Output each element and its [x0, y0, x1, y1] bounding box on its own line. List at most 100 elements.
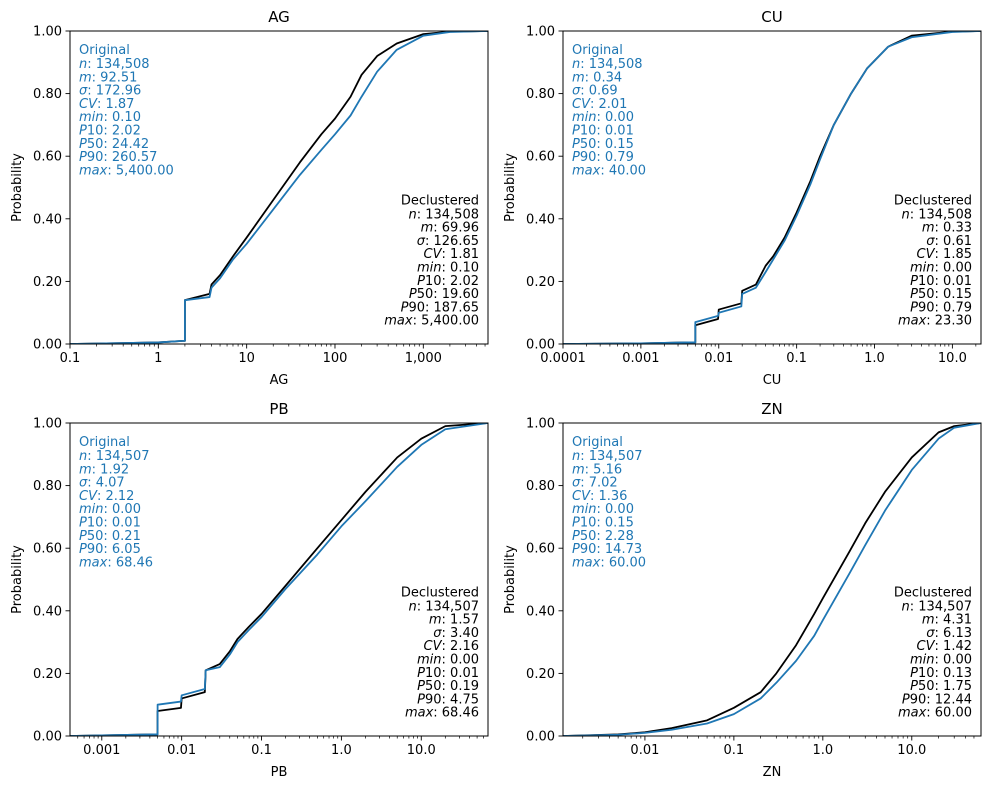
stats-original-line: max: 68.46	[79, 555, 153, 570]
stats-declustered-line: min: 0.00	[910, 261, 972, 276]
plot-frame	[562, 30, 982, 345]
series-line-declustered	[563, 423, 981, 736]
plot-frame	[69, 422, 489, 737]
stats-original-line: n: 134,507	[79, 449, 150, 464]
stats-declustered-line: n: 134,507	[901, 599, 972, 614]
stats-original-line: n: 134,508	[572, 57, 643, 72]
stats-original-line: P10: 0.15	[572, 516, 634, 531]
stats-original-line: max: 60.00	[572, 555, 646, 570]
stats-declustered-line: m: 69.96	[421, 221, 479, 236]
stats-declustered-line: P10: 2.02	[417, 274, 479, 289]
stats-original-line: P50: 0.21	[79, 529, 141, 544]
y-tick-label: 0.20	[33, 667, 62, 682]
stats-declustered-label: Declustered	[894, 585, 972, 600]
stats-original-line: P90: 0.79	[572, 150, 634, 165]
y-tick-label: 0.00	[33, 338, 62, 353]
x-axis-label: ZN	[763, 765, 782, 780]
plot-frame	[562, 422, 982, 737]
stats-declustered-line: P10: 0.01	[417, 666, 479, 681]
stats-declustered-line: P90: 4.75	[417, 692, 479, 707]
stats-declustered-line: CV: 2.16	[424, 639, 479, 654]
stats-declustered-line: P90: 0.79	[910, 300, 972, 315]
x-tick-label: 1.0	[331, 743, 352, 758]
stats-original-line: CV: 1.36	[572, 489, 627, 504]
y-tick-label: 0.40	[33, 212, 62, 227]
chart-panel-ag: AG 0.1 1 10 100 1,000 0.00 0.20 0.40 0.60 0.80 1.00…	[10, 8, 489, 388]
stats-original-line: min: 0.00	[572, 110, 634, 125]
y-tick-label: 0.80	[526, 479, 555, 494]
stats-declustered-line: m: 4.31	[922, 613, 972, 628]
y-tick-label: 0.00	[33, 730, 62, 745]
stats-original-line: P50: 0.15	[572, 137, 634, 152]
x-tick-label: 10	[238, 351, 255, 366]
stats-declustered-label: Declustered	[894, 193, 972, 208]
y-axis-label: Probability	[503, 545, 518, 614]
stats-declustered-line: n: 134,508	[408, 207, 479, 222]
x-tick-label: 1.0	[864, 351, 885, 366]
stats-original-line: min: 0.00	[572, 502, 634, 517]
stats-original-line: P10: 0.01	[79, 516, 141, 531]
stats-original-line: P50: 24.42	[79, 137, 149, 152]
stats-declustered-line: P10: 0.01	[910, 274, 972, 289]
stats-declustered-line: P50: 0.19	[417, 679, 479, 694]
stats-original-line: CV: 1.87	[79, 97, 134, 112]
plot-frame	[69, 30, 489, 345]
stats-original-line: m: 5.16	[572, 462, 622, 477]
x-tick-label: 0.1	[786, 351, 807, 366]
x-tick-label: 0.01	[704, 351, 733, 366]
x-tick-label: 0.1	[724, 743, 745, 758]
x-tick-label: 100	[323, 351, 348, 366]
stats-original-line: P90: 6.05	[79, 542, 141, 557]
y-tick-label: 1.00	[526, 417, 555, 432]
stats-declustered-line: P90: 187.65	[401, 300, 479, 315]
stats-declustered-label: Declustered	[401, 585, 479, 600]
chart-panel-zn: ZN 0.01 0.1 1.0 10.0 0.00 0.20 0.40 0.60 0.80 1.00…	[503, 400, 982, 780]
x-tick-label: 10.0	[897, 743, 926, 758]
stats-declustered-line: σ: 3.40	[433, 626, 479, 641]
y-tick-label: 1.00	[33, 417, 62, 432]
y-tick-label: 0.80	[526, 87, 555, 102]
stats-original-line: CV: 2.12	[79, 489, 134, 504]
y-axis-label: Probability	[503, 153, 518, 222]
y-tick-label: 0.60	[526, 150, 555, 165]
x-axis-label: CU	[763, 373, 782, 388]
y-tick-label: 0.40	[33, 604, 62, 619]
y-tick-label: 0.40	[526, 604, 555, 619]
stats-declustered-line: n: 134,507	[408, 599, 479, 614]
series-line-original	[563, 423, 981, 736]
stats-original-line: P50: 2.28	[572, 529, 634, 544]
x-tick-label: 1,000	[405, 351, 442, 366]
stats-original-line: max: 5,400.00	[79, 163, 174, 178]
x-tick-label: 0.01	[630, 743, 659, 758]
stats-original-line: σ: 4.07	[79, 476, 125, 491]
stats-original-label: Original	[572, 435, 623, 450]
stats-original-line: CV: 2.01	[572, 97, 627, 112]
stats-original-line: m: 1.92	[79, 462, 129, 477]
stats-declustered-line: n: 134,508	[901, 207, 972, 222]
stats-original-line: σ: 0.69	[572, 84, 618, 99]
stats-declustered-line: P90: 12.44	[902, 692, 972, 707]
chart-title: ZN	[761, 400, 783, 418]
stats-declustered-line: m: 0.33	[922, 221, 972, 236]
y-tick-label: 0.40	[526, 212, 555, 227]
x-tick-label: 10.0	[938, 351, 967, 366]
stats-declustered-line: P50: 0.15	[910, 287, 972, 302]
stats-original-line: σ: 7.02	[572, 476, 618, 491]
stats-original-line: P90: 260.57	[79, 150, 157, 165]
chart-panel-pb: PB 0.001 0.01 0.1 1.0 10.0 0.00 0.20 0.40 0.60 0.8…	[10, 400, 489, 780]
stats-declustered-line: min: 0.00	[417, 653, 479, 668]
stats-original-line: n: 134,508	[79, 57, 150, 72]
stats-declustered-line: CV: 1.85	[917, 247, 972, 262]
y-tick-label: 0.20	[526, 667, 555, 682]
chart-title: AG	[268, 8, 290, 26]
stats-original-line: n: 134,507	[572, 449, 643, 464]
chart-title: CU	[761, 8, 782, 26]
y-tick-label: 0.20	[526, 275, 555, 290]
series-line-original	[70, 423, 488, 736]
x-tick-label: 1	[154, 351, 162, 366]
y-tick-label: 0.00	[526, 338, 555, 353]
